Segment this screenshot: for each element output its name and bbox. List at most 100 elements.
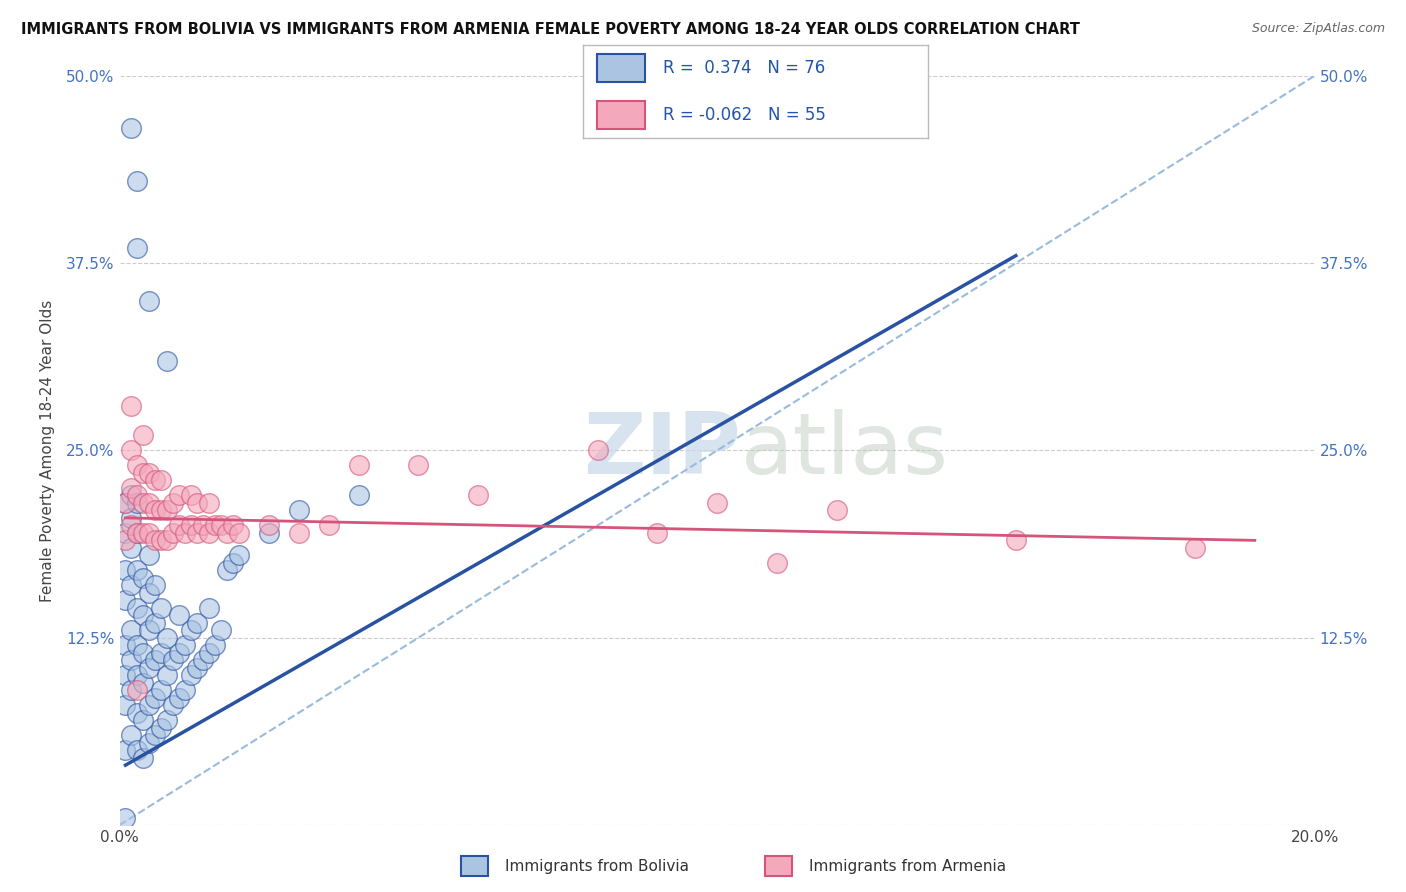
Point [150,600,173,615]
Point [127,241,149,255]
Point [127,458,149,473]
Point [132,466,155,480]
Point [156,668,179,682]
Point [174,683,197,698]
Point [132,608,155,623]
Point [1005,533,1028,548]
Point [209,518,232,533]
Text: R =  0.374   N = 76: R = 0.374 N = 76 [662,59,825,77]
Point [180,518,202,533]
Text: ZIP: ZIP [583,409,741,492]
Point [145,578,166,592]
Point [162,496,184,510]
Point [186,525,208,540]
Point [257,525,280,540]
Point [706,496,728,510]
Point [222,518,245,533]
Point [114,525,136,540]
Point [138,525,160,540]
Point [825,503,848,517]
Point [121,121,143,136]
Point [198,600,221,615]
Point [169,690,191,705]
Point [145,728,166,742]
Point [150,646,173,660]
Point [162,653,184,667]
Point [1184,541,1206,555]
Point [132,713,155,727]
Point [138,736,160,750]
Point [121,518,143,533]
Point [127,563,149,577]
Point [174,638,197,652]
Point [467,488,489,502]
Point [180,668,202,682]
Point [132,525,155,540]
FancyBboxPatch shape [598,101,645,129]
FancyBboxPatch shape [461,856,488,876]
Point [186,615,208,630]
Point [127,683,149,698]
Point [288,503,311,517]
Point [138,698,160,713]
Point [127,525,149,540]
Point [217,563,239,577]
Point [127,174,149,188]
Point [114,698,136,713]
Point [138,293,160,308]
Point [132,428,155,442]
Point [114,533,136,548]
Point [121,481,143,495]
Point [156,503,179,517]
Point [127,496,149,510]
Point [162,525,184,540]
Point [127,743,149,757]
Point [347,488,370,502]
Text: R = -0.062   N = 55: R = -0.062 N = 55 [662,106,825,124]
Point [121,683,143,698]
Point [766,556,789,570]
Point [222,556,245,570]
Point [150,683,173,698]
Point [145,503,166,517]
Point [114,638,136,652]
Point [121,399,143,413]
Point [217,525,239,540]
Point [191,518,215,533]
Point [145,474,166,488]
Point [198,496,221,510]
Text: IMMIGRANTS FROM BOLIVIA VS IMMIGRANTS FROM ARMENIA FEMALE POVERTY AMONG 18-24 YE: IMMIGRANTS FROM BOLIVIA VS IMMIGRANTS FR… [21,22,1080,37]
Point [132,571,155,585]
Point [186,661,208,675]
Point [288,525,311,540]
Text: atlas: atlas [741,409,949,492]
FancyBboxPatch shape [598,54,645,82]
Point [138,466,160,480]
Point [121,541,143,555]
Point [169,608,191,623]
Point [586,443,609,458]
Text: Immigrants from Bolivia: Immigrants from Bolivia [505,859,689,873]
Point [145,653,166,667]
FancyBboxPatch shape [765,856,792,876]
Point [209,624,232,638]
Point [127,668,149,682]
Point [114,811,136,825]
Point [127,525,149,540]
Point [114,668,136,682]
Point [191,653,215,667]
Point [162,698,184,713]
Point [156,533,179,548]
Point [204,638,226,652]
Point [121,511,143,525]
Point [121,624,143,638]
Point [150,533,173,548]
Point [138,549,160,563]
Point [198,646,221,660]
Point [121,488,143,502]
Y-axis label: Female Poverty Among 18-24 Year Olds: Female Poverty Among 18-24 Year Olds [39,300,55,601]
Point [138,496,160,510]
Point [228,549,250,563]
Point [138,661,160,675]
Point [145,615,166,630]
